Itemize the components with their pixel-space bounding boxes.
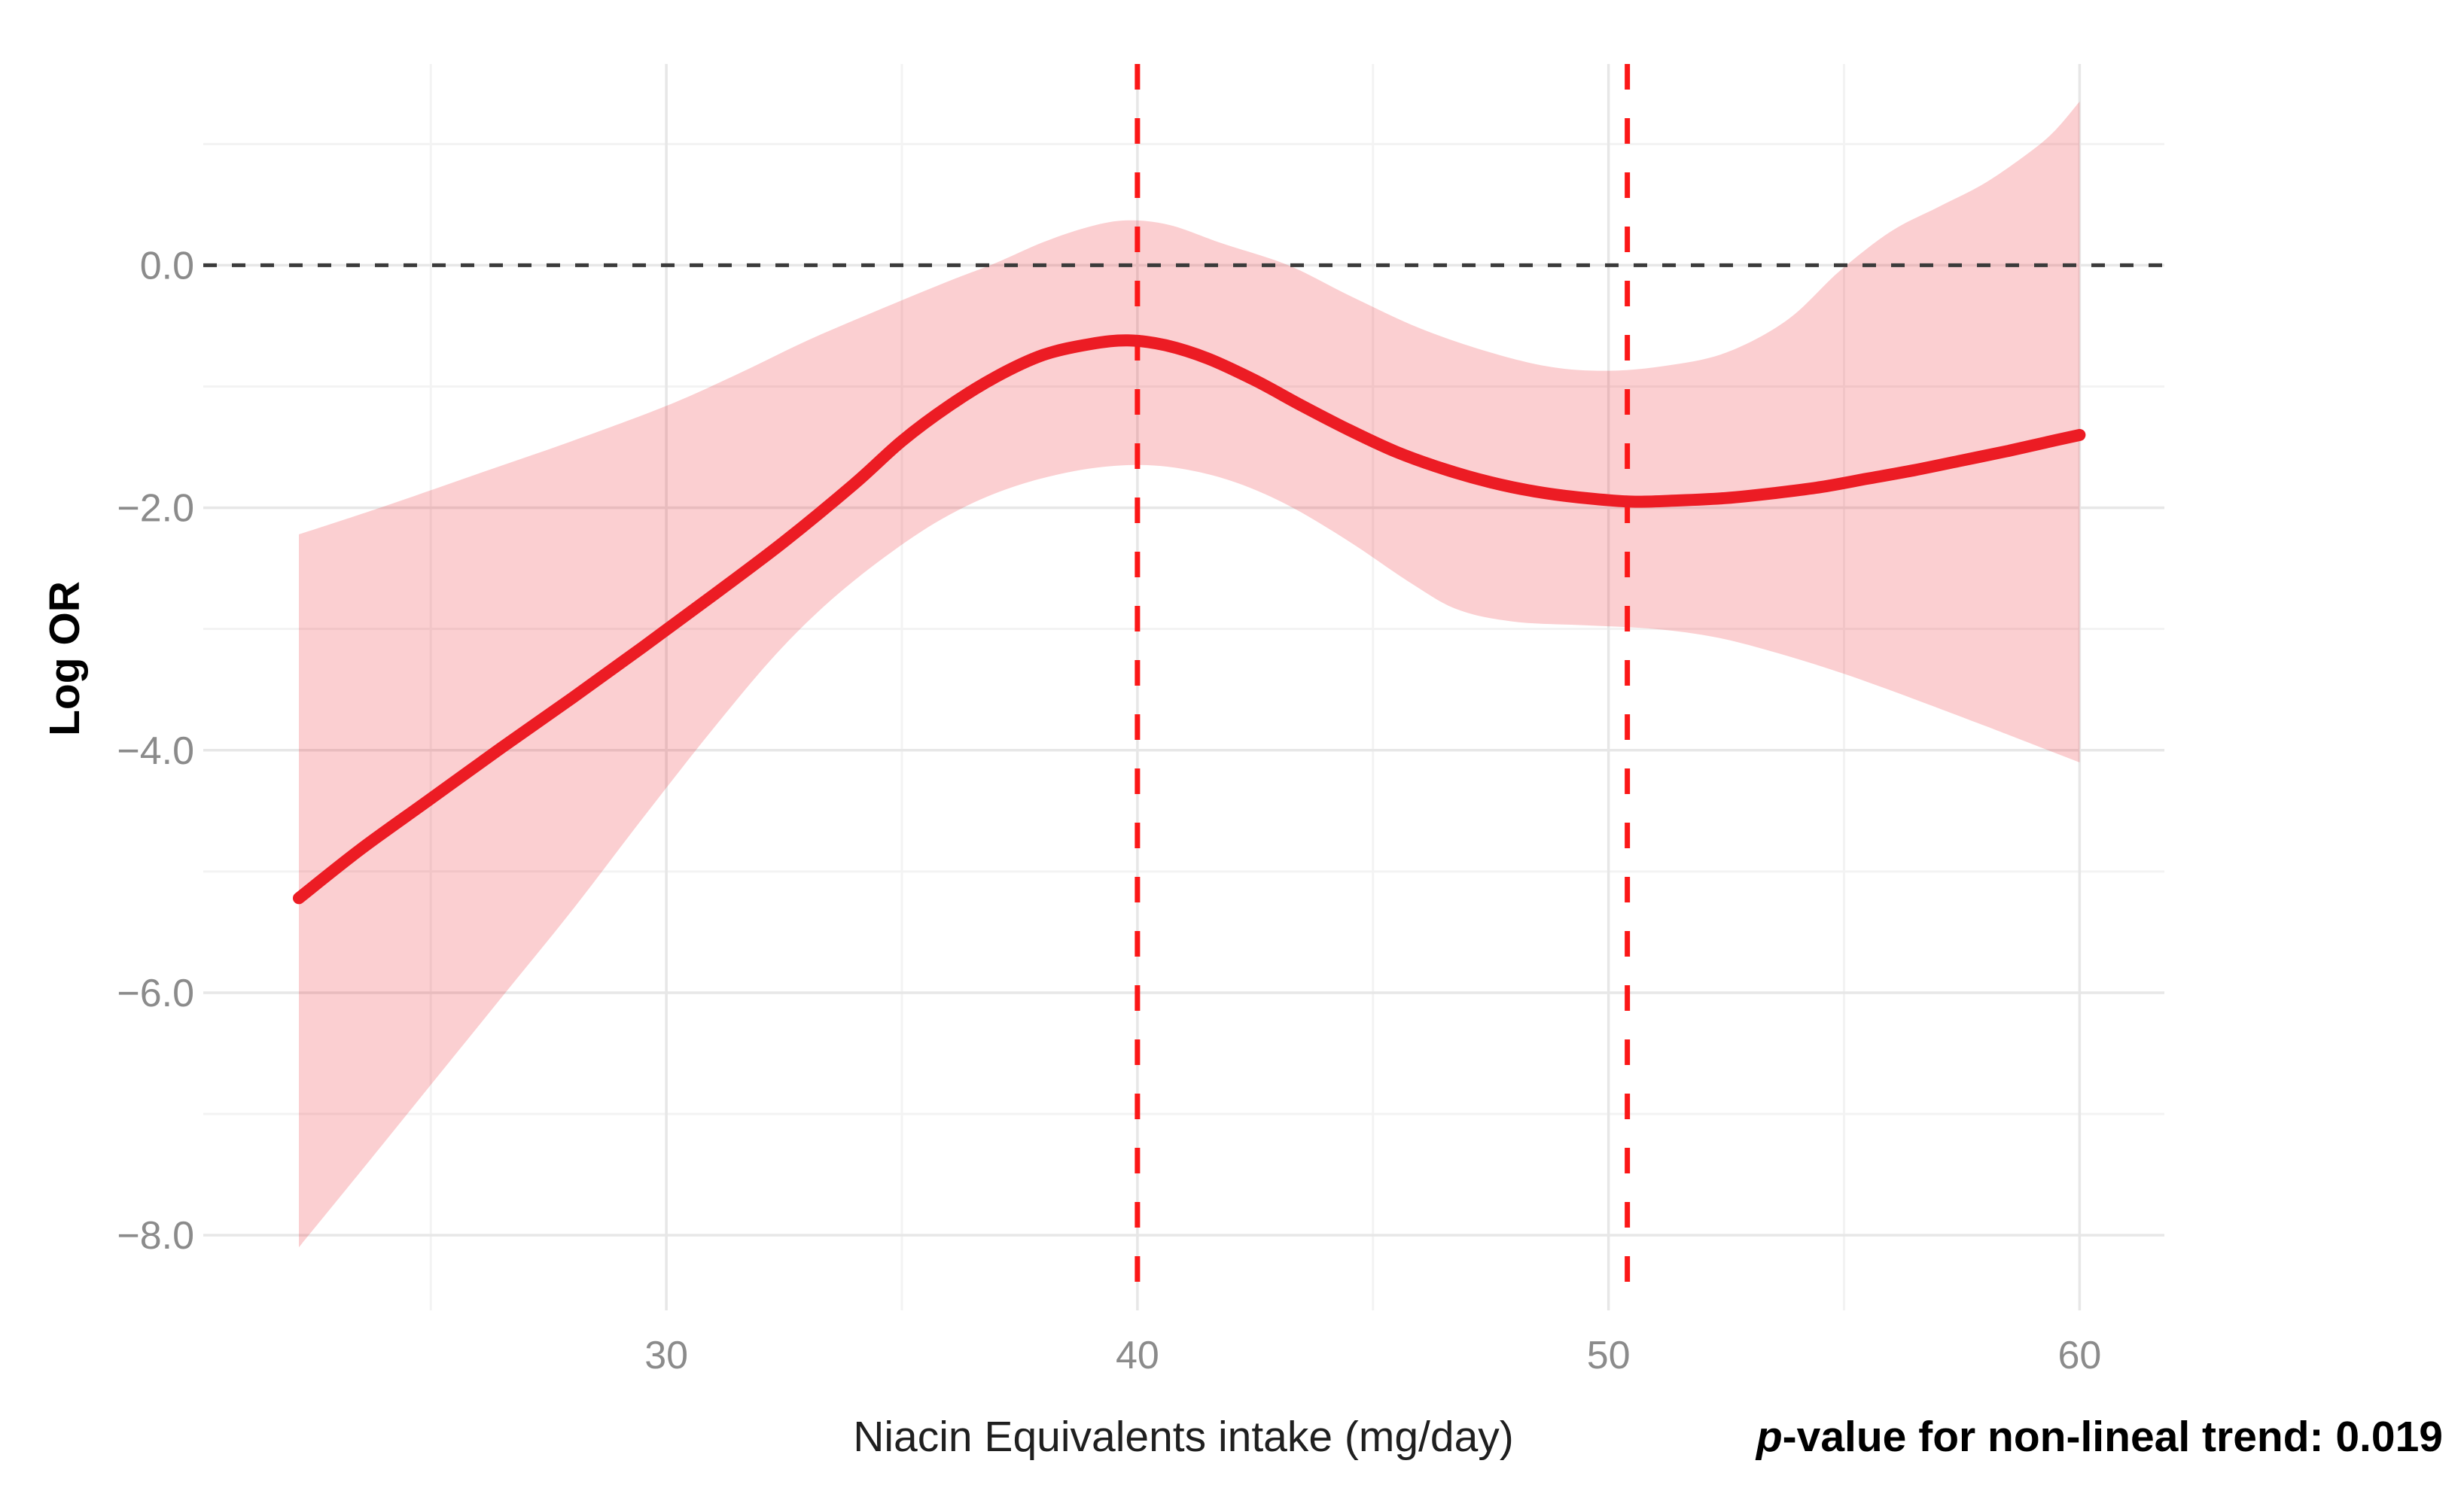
x-tick-label: 30 [644,1334,688,1377]
y-tick-label: 0.0 [140,244,194,288]
x-tick-label: 40 [1116,1334,1159,1377]
p-value-annotation: p-value for non-lineal trend: 0.019 [1755,1413,2443,1461]
trend-curve-layer [293,334,2086,905]
reference-lines-layer [203,64,2164,1310]
y-tick-label: −6.0 [117,972,194,1015]
x-tick-label: 60 [2057,1334,2101,1377]
y-tick-label: −8.0 [117,1214,194,1258]
y-tick-label: −2.0 [117,487,194,531]
confidence-band-layer [299,101,2080,1248]
p-value-annotation-text: -value for non-lineal trend: 0.019 [1783,1413,2443,1461]
log-or-trend-line [293,334,2086,905]
x-axis-tick-labels: 30 40 50 60 [644,1334,2101,1377]
x-tick-label: 50 [1587,1334,1631,1377]
y-axis-tick-labels: 0.0 −2.0 −4.0 −6.0 −8.0 [117,244,194,1258]
y-axis-title: Log OR [41,581,89,736]
confidence-band [299,101,2080,1248]
p-value-annotation-italic-p: p [1755,1413,1783,1461]
y-tick-label: −4.0 [117,729,194,773]
grid-minor-lines [203,64,2164,1310]
x-axis-title: Niacin Equivalents intake (mg/day) [853,1413,1514,1461]
